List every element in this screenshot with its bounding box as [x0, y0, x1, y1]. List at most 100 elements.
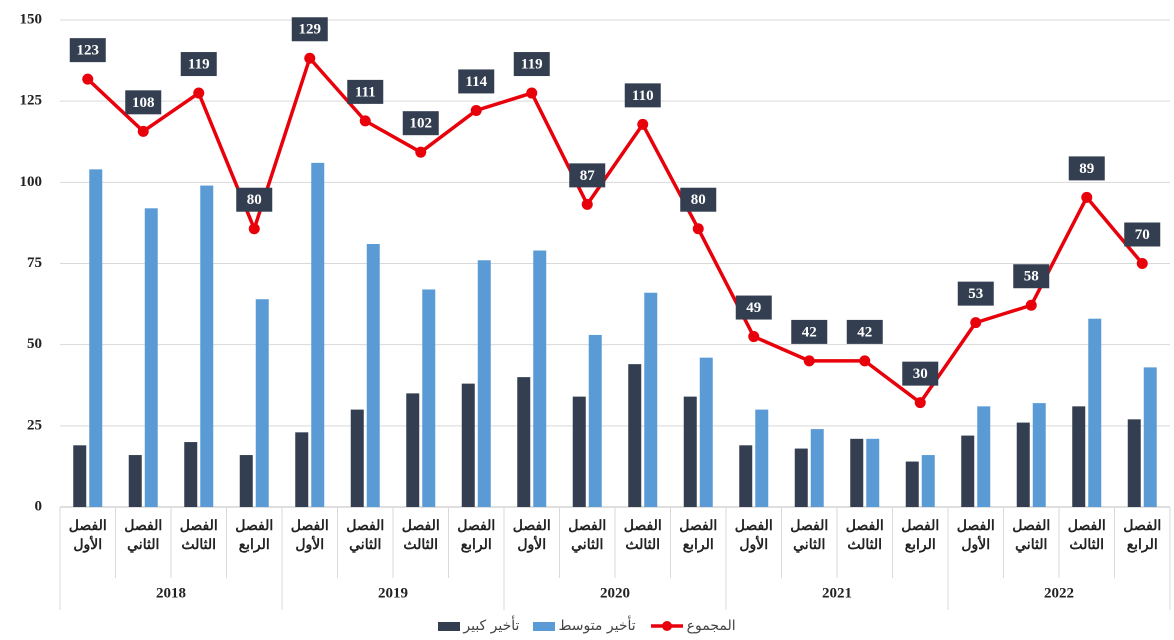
data-label: 123: [77, 43, 100, 59]
bar: [128, 455, 142, 507]
y-tick-label: 125: [20, 93, 43, 109]
group-label: 2022: [1044, 585, 1074, 601]
bar: [295, 432, 309, 507]
data-label: 80: [247, 192, 262, 208]
bar: [739, 445, 753, 507]
bar: [1016, 422, 1030, 507]
line-marker: [859, 355, 871, 367]
bar: [477, 260, 491, 507]
bar: [1127, 419, 1141, 507]
line-marker: [526, 87, 538, 99]
x-tick-label: الفصل الرابع: [235, 519, 274, 553]
bar: [977, 406, 991, 507]
group-label: 2018: [156, 585, 186, 601]
line-marker: [748, 331, 760, 343]
x-tick-label: الفصل الرابع: [901, 519, 940, 553]
data-label: 42: [802, 324, 817, 340]
bar: [200, 185, 214, 507]
x-tick-label: الفصل الرابع: [1123, 519, 1162, 553]
bar: [794, 448, 808, 507]
line-marker: [304, 52, 316, 64]
data-label-box: [1124, 222, 1161, 247]
bar: [572, 396, 586, 507]
line-marker: [970, 317, 982, 329]
data-label: 129: [299, 22, 322, 38]
data-label-box: [180, 52, 217, 77]
bar: [683, 396, 697, 507]
legend-item: تأخير كبير: [438, 618, 519, 634]
data-label: 119: [188, 56, 210, 72]
line-marker: [137, 125, 149, 137]
x-tick-label: الفصل الأول: [290, 519, 329, 553]
data-label-box: [458, 69, 495, 94]
bar: [144, 208, 158, 507]
data-label-box: [1013, 264, 1050, 289]
data-label: 89: [1079, 161, 1094, 177]
data-label-box: [69, 38, 106, 63]
legend-swatch: [650, 621, 683, 631]
y-tick-label: 75: [27, 255, 42, 271]
line-marker: [1136, 258, 1148, 269]
x-tick-label: الفصل الثاني: [568, 519, 607, 553]
data-label: 80: [691, 192, 706, 208]
y-tick-label: 150: [20, 11, 43, 27]
x-tick-label: الفصل الثالث: [1067, 519, 1106, 553]
legend-item: تأخير متوسط: [533, 618, 636, 634]
line-marker: [193, 87, 205, 99]
legend-label: المجموع: [686, 618, 736, 634]
line-marker: [1081, 191, 1093, 203]
bar: [588, 334, 602, 507]
data-label-box: [347, 79, 384, 104]
x-tick-label: الفصل الثالث: [179, 519, 218, 553]
bar: [89, 169, 103, 507]
data-label-box: [902, 361, 939, 386]
legend-swatch: [533, 621, 556, 631]
bar: [644, 292, 658, 507]
data-label-box: [957, 281, 994, 306]
x-tick-label: الفصل الثاني: [124, 519, 163, 553]
data-label-box: [291, 17, 328, 42]
data-label: 30: [913, 366, 928, 382]
x-tick-label: الفصل الثاني: [790, 519, 829, 553]
bar: [810, 429, 824, 507]
bar: [1143, 367, 1157, 507]
data-label: 114: [465, 74, 487, 90]
line-marker: [637, 118, 649, 130]
x-tick-label: الفصل الرابع: [679, 519, 718, 553]
data-label-box: [1068, 156, 1105, 181]
legend-marker: [661, 621, 672, 631]
bar: [517, 377, 531, 507]
data-label-box: [624, 83, 661, 108]
bar: [699, 357, 713, 507]
line-marker: [359, 115, 371, 127]
bar: [628, 364, 642, 507]
legend: تأخير كبير تأخير متوسط المجموع: [0, 618, 1174, 634]
data-label-box: [735, 295, 772, 320]
line-marker: [470, 104, 482, 116]
data-label: 102: [410, 116, 433, 132]
x-tick-label: الفصل الثالث: [623, 519, 662, 553]
x-tick-label: الفصل الأول: [512, 519, 551, 553]
legend-item: المجموع: [650, 618, 736, 634]
data-label: 87: [580, 168, 596, 184]
x-tick-label: الفصل الثالث: [401, 519, 440, 553]
bar: [239, 455, 253, 507]
line-marker: [82, 73, 94, 85]
group-label: 2019: [378, 585, 408, 601]
group-label: 2021: [822, 585, 852, 601]
bar: [311, 162, 325, 507]
bar: [755, 409, 769, 507]
data-label: 111: [355, 84, 376, 100]
bar: [866, 438, 880, 507]
bar: [406, 393, 420, 507]
legend-swatch: [438, 621, 461, 631]
x-tick-label: الفصل الثاني: [346, 519, 385, 553]
data-label-box: [513, 52, 550, 77]
y-tick-label: 0: [35, 498, 43, 514]
data-label: 119: [521, 56, 543, 72]
data-label-box: [236, 187, 273, 212]
bar: [850, 438, 864, 507]
bar: [73, 445, 87, 507]
data-label-box: [680, 187, 717, 212]
data-label: 108: [132, 95, 155, 111]
